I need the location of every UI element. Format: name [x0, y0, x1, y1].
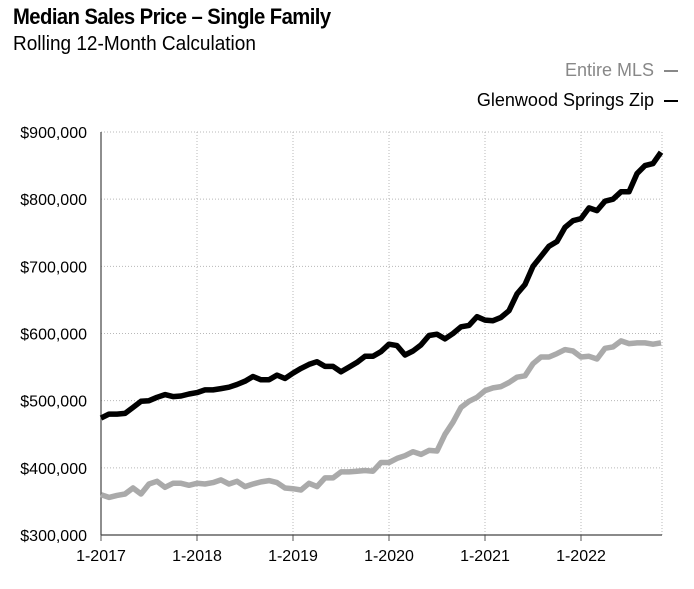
x-tick-label: 1-2017 — [76, 548, 126, 565]
legend-label-glenwood: Glenwood Springs Zip — [476, 90, 654, 110]
y-tick-label: $800,000 — [20, 192, 87, 209]
y-tick-label: $700,000 — [20, 259, 87, 276]
legend-label-entire-mls: Entire MLS — [564, 60, 654, 80]
legend-swatch-entire-mls — [664, 69, 678, 72]
legend-entry-glenwood: Glenwood Springs Zip — [477, 90, 678, 111]
y-tick-label: $300,000 — [20, 528, 87, 545]
y-tick-label: $600,000 — [20, 327, 87, 344]
chart-title: Median Sales Price – Single Family — [13, 4, 331, 29]
chart-subtitle: Rolling 12-Month Calculation — [13, 33, 256, 55]
x-tick-label: 1-2018 — [172, 548, 222, 565]
x-tick-label: 1-2019 — [268, 548, 318, 565]
y-tick-label: $500,000 — [20, 394, 87, 411]
series-line-glenwood — [99, 150, 664, 421]
plot-border — [100, 131, 663, 536]
legend-entry-entire-mls: Entire MLS — [565, 60, 678, 81]
x-tick-label: 1-2022 — [556, 548, 606, 565]
legend-swatch-glenwood — [664, 99, 678, 102]
y-tick-label: $400,000 — [20, 461, 87, 478]
series-line-entire-mls — [100, 338, 662, 501]
y-tick-label: $900,000 — [20, 125, 87, 142]
x-tick-label: 1-2020 — [364, 548, 414, 565]
x-tick-label: 1-2021 — [460, 548, 510, 565]
